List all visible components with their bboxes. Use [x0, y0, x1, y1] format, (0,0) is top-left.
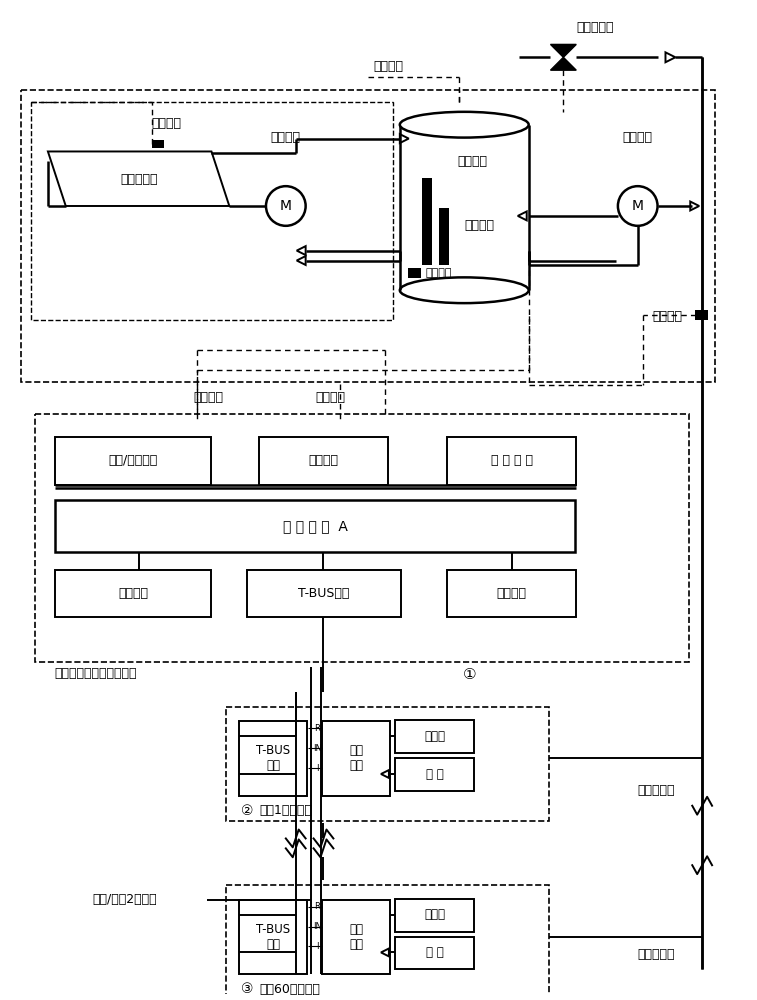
- Bar: [247, 570, 400, 617]
- Bar: [408, 268, 421, 278]
- Text: IN: IN: [313, 744, 322, 753]
- Text: 微机
系统: 微机 系统: [349, 923, 363, 951]
- Polygon shape: [550, 57, 576, 70]
- Text: 管循水泵: 管循水泵: [623, 131, 653, 144]
- Bar: [55, 570, 211, 617]
- Bar: [695, 310, 708, 320]
- Text: 进水电磁阀: 进水电磁阀: [576, 21, 614, 34]
- Text: M: M: [280, 199, 291, 213]
- Text: 集循水泵: 集循水泵: [271, 131, 301, 144]
- Text: T-BUS
接口: T-BUS 接口: [256, 744, 290, 772]
- Text: 水温探头: 水温探头: [425, 268, 452, 278]
- Bar: [395, 720, 474, 753]
- Text: 主控终端机（装在楼顶）: 主控终端机（装在楼顶）: [55, 667, 137, 680]
- Text: T-BUS
接口: T-BUS 接口: [256, 923, 290, 951]
- Bar: [226, 885, 549, 999]
- Bar: [322, 900, 390, 974]
- Text: 漏电检测: 漏电检测: [316, 391, 345, 404]
- Bar: [440, 208, 450, 265]
- Circle shape: [618, 186, 658, 226]
- Text: 输 出 控 制: 输 出 控 制: [491, 454, 533, 467]
- Text: 输入接口: 输入接口: [309, 454, 338, 467]
- Text: 系统电源: 系统电源: [497, 587, 527, 600]
- Bar: [226, 707, 549, 821]
- Bar: [447, 570, 576, 617]
- Text: 微机
系统: 微机 系统: [349, 744, 363, 772]
- Text: 集温探头: 集温探头: [152, 117, 182, 130]
- Text: M: M: [632, 199, 643, 213]
- Text: 住户60操控终端: 住户60操控终端: [259, 983, 320, 996]
- Text: T-BUS接口: T-BUS接口: [298, 587, 349, 600]
- Circle shape: [266, 186, 306, 226]
- Ellipse shape: [400, 112, 528, 138]
- Bar: [447, 437, 576, 485]
- Bar: [152, 140, 164, 148]
- Bar: [35, 414, 690, 662]
- Text: 水筱溢出: 水筱溢出: [194, 391, 223, 404]
- Bar: [31, 102, 393, 320]
- Text: R: R: [315, 902, 320, 911]
- Text: 水位探头: 水位探头: [373, 60, 403, 73]
- Text: 入户热水管: 入户热水管: [637, 948, 675, 961]
- Text: 入户热水管: 入户热水管: [637, 784, 675, 797]
- Text: 管温探头: 管温探头: [653, 310, 682, 323]
- Bar: [55, 437, 211, 485]
- Text: 键 盘: 键 盘: [425, 946, 444, 959]
- Text: 保温水筱: 保温水筱: [457, 155, 488, 168]
- Text: 键 盘: 键 盘: [425, 768, 444, 781]
- Bar: [21, 90, 715, 382]
- Text: 温度/水位测量: 温度/水位测量: [108, 454, 157, 467]
- Bar: [422, 178, 431, 265]
- Bar: [395, 899, 474, 932]
- Bar: [239, 900, 307, 974]
- Bar: [55, 500, 575, 552]
- Text: 显示屏: 显示屏: [424, 730, 445, 743]
- Bar: [395, 937, 474, 969]
- Bar: [239, 721, 307, 796]
- Text: R: R: [315, 724, 320, 733]
- Text: I: I: [316, 764, 319, 773]
- Polygon shape: [550, 44, 576, 57]
- Text: 集热器阵列: 集热器阵列: [120, 173, 158, 186]
- Text: IN: IN: [313, 922, 322, 931]
- Text: ③: ③: [241, 982, 254, 996]
- Bar: [395, 758, 474, 791]
- Text: 显示屏: 显示屏: [424, 908, 445, 921]
- Text: 住户1操控终端: 住户1操控终端: [259, 804, 312, 817]
- Bar: [259, 437, 388, 485]
- Text: 微 机 系 统  A: 微 机 系 统 A: [283, 519, 348, 533]
- Text: ①: ①: [463, 667, 476, 682]
- Text: I: I: [316, 942, 319, 951]
- Text: 状态显示: 状态显示: [118, 587, 148, 600]
- Text: 电加热器: 电加热器: [464, 219, 494, 232]
- Text: ②: ②: [241, 804, 254, 818]
- Bar: [322, 721, 390, 796]
- Text: 数据/电源2芯总线: 数据/电源2芯总线: [92, 893, 157, 906]
